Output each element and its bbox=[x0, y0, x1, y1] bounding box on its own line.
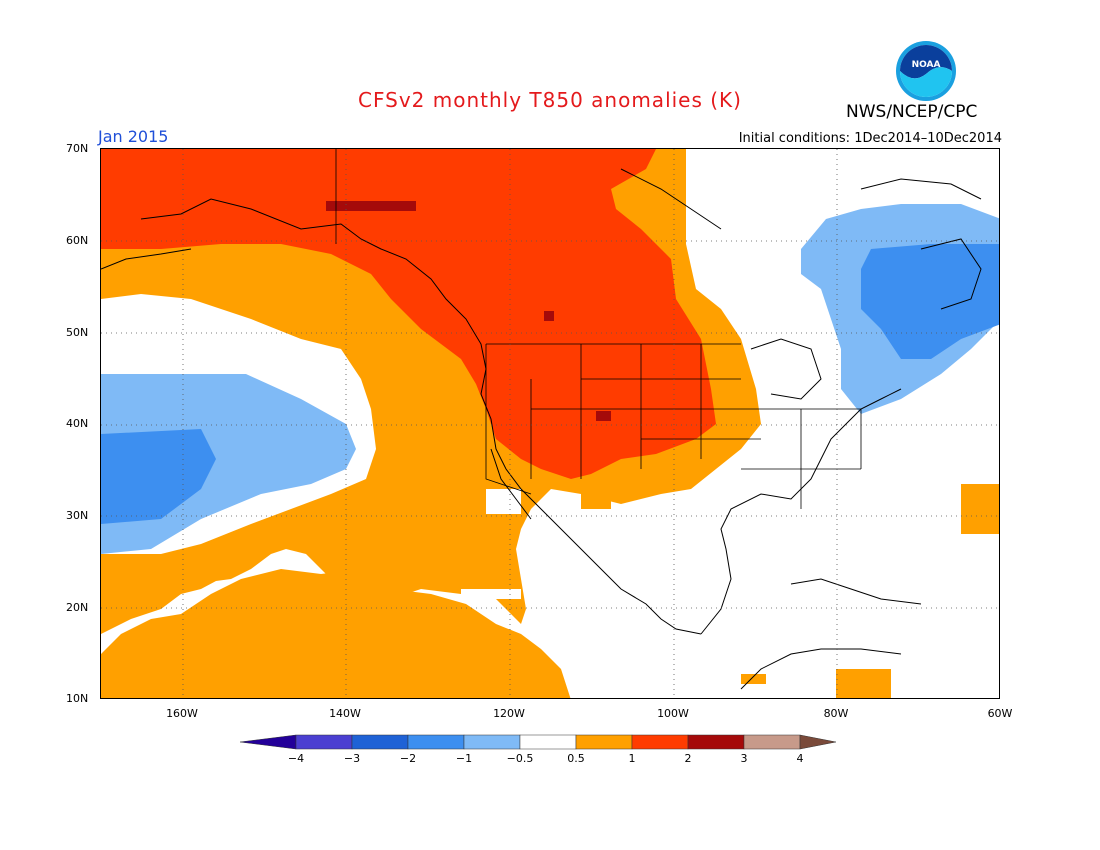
logo-text: NOAA bbox=[912, 60, 941, 70]
colorbar-tick-label: 4 bbox=[796, 752, 804, 765]
colorbar-tick-label: −2 bbox=[399, 752, 417, 765]
colorbar bbox=[239, 734, 862, 754]
chart-title: CFSv2 monthly T850 anomalies (K) bbox=[358, 88, 742, 112]
colorbar-segment bbox=[631, 734, 689, 750]
map-gridlines bbox=[101, 149, 999, 698]
colorbar-segment bbox=[743, 734, 801, 750]
anomaly-fill-warm3 bbox=[326, 201, 611, 421]
initial-conditions: Initial conditions: 1Dec2014–10Dec2014 bbox=[738, 131, 1002, 146]
colorbar-segment bbox=[407, 734, 465, 750]
political-boundaries bbox=[335, 149, 862, 509]
anomaly-fill-cool2 bbox=[101, 244, 999, 524]
colorbar-tick-label: 2 bbox=[684, 752, 692, 765]
colorbar-arrow-high bbox=[799, 734, 837, 750]
lon-label: 100W bbox=[657, 707, 689, 720]
colorbar-tick-label: −1 bbox=[455, 752, 473, 765]
lat-label: 20N bbox=[66, 601, 89, 614]
colorbar-tick-label: 1 bbox=[628, 752, 636, 765]
lat-label: 30N bbox=[66, 509, 89, 522]
colorbar-tick-label: −3 bbox=[343, 752, 361, 765]
forecast-month: Jan 2015 bbox=[98, 127, 169, 146]
colorbar-tick-label: −0.5 bbox=[506, 752, 534, 765]
colorbar-tick-label: −4 bbox=[287, 752, 305, 765]
lat-label: 60N bbox=[66, 234, 89, 247]
lat-label: 40N bbox=[66, 417, 89, 430]
colorbar-segment bbox=[463, 734, 521, 750]
colorbar-tick-label: 0.5 bbox=[567, 752, 585, 765]
anomaly-map bbox=[100, 148, 1000, 699]
lon-label: 120W bbox=[493, 707, 525, 720]
lon-label: 160W bbox=[166, 707, 198, 720]
organization-label: NWS/NCEP/CPC bbox=[846, 102, 978, 122]
coastlines bbox=[101, 168, 982, 690]
lat-label: 70N bbox=[66, 142, 89, 155]
lat-label: 50N bbox=[66, 326, 89, 339]
lon-label: 140W bbox=[329, 707, 361, 720]
colorbar-segment bbox=[295, 734, 353, 750]
colorbar-tick-label: 3 bbox=[740, 752, 748, 765]
colorbar-segment bbox=[575, 734, 633, 750]
colorbar-segment bbox=[519, 734, 577, 750]
colorbar-segment bbox=[351, 734, 409, 750]
colorbar-segment bbox=[687, 734, 745, 750]
noaa-logo: NOAA bbox=[895, 40, 957, 102]
lon-label: 80W bbox=[823, 707, 849, 720]
lon-label: 60W bbox=[987, 707, 1013, 720]
colorbar-arrow-low bbox=[239, 734, 297, 750]
lat-label: 10N bbox=[66, 692, 89, 705]
anomaly-fill-warm2 bbox=[101, 149, 716, 479]
